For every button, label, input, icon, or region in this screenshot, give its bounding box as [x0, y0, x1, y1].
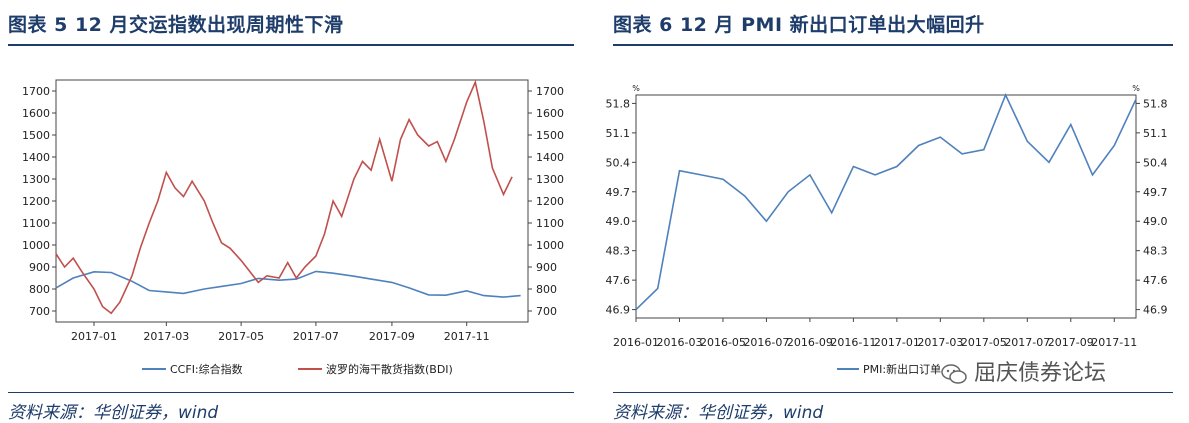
x-tick-label: 2016-05	[700, 336, 746, 349]
legend-label: PMI:新出口订单	[863, 362, 941, 376]
x-tick-label: 2017-11	[444, 330, 490, 343]
series-line-bdi	[55, 79, 513, 315]
x-tick-label: 2016-09	[787, 336, 833, 349]
x-tick-label: 2017-03	[917, 336, 963, 349]
x-tick-label: 2016-11	[830, 336, 876, 349]
figure-5-chart: 700 800 900 1000 1100 1200 1300 1400 1500 1600 170…	[22, 79, 564, 376]
figure-5-title: 图表 5 12 月交运指数出现周期性下滑	[8, 14, 344, 36]
figure-6-source: 资料来源：华创证券，wind	[613, 403, 824, 423]
y-right-tick-label: 51.8	[1143, 97, 1168, 110]
x-tick-label: 2017-05	[218, 330, 264, 343]
y-right-tick-label: 1100	[536, 217, 564, 230]
y-left-tick-label: 1700	[22, 85, 50, 98]
y-right-tick-label: 49.7	[1143, 186, 1168, 199]
y-left-tick-label: 49.7	[606, 186, 631, 199]
series-line-ccfi	[55, 270, 521, 298]
y-right-tick-label: 800	[536, 283, 557, 296]
y-left-unit: %	[632, 84, 640, 93]
figure-6-title: 图表 6 12 月 PMI 新出口订单出大幅回升	[613, 14, 985, 36]
y-left-tick-label: 1500	[22, 129, 50, 142]
x-tick-label: 2017-09	[1048, 336, 1094, 349]
x-tick-label: 2016-07	[743, 336, 789, 349]
y-left-tick-label: 49.0	[606, 215, 631, 228]
y-right-tick-label: 1200	[536, 195, 564, 208]
y-right-tick-label: 1400	[536, 151, 564, 164]
y-right-tick-label: 900	[536, 261, 557, 274]
y-right-tick-label: 49.0	[1143, 215, 1168, 228]
x-tick-label: 2017-07	[293, 330, 339, 343]
x-tick-label: 2017-09	[369, 330, 415, 343]
y-left-tick-label: 1400	[22, 151, 50, 164]
x-tick-label: 2017-07	[1004, 336, 1050, 349]
y-right-unit: %	[1132, 84, 1140, 93]
y-left-tick-label: 48.3	[606, 245, 631, 258]
figure-5-source: 资料来源：华创证券，wind	[8, 403, 219, 423]
y-right-tick-label: 1500	[536, 129, 564, 142]
y-left-tick-label: 1000	[22, 239, 50, 252]
y-right-tick-label: 46.9	[1143, 304, 1168, 317]
figure-6-panel: 图表 6 12 月 PMI 新出口订单出大幅回升 %% 46.9 47.6 48.3 4…	[605, 0, 1189, 423]
y-left-tick-label: 50.4	[606, 156, 631, 169]
figure-6-chart: % % 46.9 47.6 48.3 49.0 49.7 50.4 51.1 51.8 46.9 47…	[606, 84, 1168, 376]
y-left-tick-label: 47.6	[606, 274, 631, 287]
figure-5-bottom-rule	[8, 392, 574, 393]
y-left-tick-label: 900	[29, 261, 50, 274]
figure-6-top-rule	[613, 44, 1173, 46]
y-right-tick-label: 1000	[536, 239, 564, 252]
x-tick-label: 2017-11	[1091, 336, 1137, 349]
y-left-tick-label: 1200	[22, 195, 50, 208]
y-left-tick-label: 800	[29, 283, 50, 296]
y-left-tick-label: 1600	[22, 107, 50, 120]
y-left-tick-label: 1300	[22, 173, 50, 186]
y-left-tick-label: 1100	[22, 217, 50, 230]
y-right-tick-label: 700	[536, 305, 557, 318]
figure-5-top-rule	[8, 44, 574, 46]
figure-5-panel: 图表 5 12 月交运指数出现周期性下滑 700 800 900 1000 1100 12…	[0, 0, 578, 423]
x-tick-label: 2017-01	[874, 336, 920, 349]
y-right-tick-label: 50.4	[1143, 156, 1168, 169]
y-left-tick-label: 51.8	[606, 97, 631, 110]
y-right-tick-label: 51.1	[1143, 127, 1168, 140]
watermark-text: 屈庆债券论坛	[974, 361, 1107, 386]
x-tick-label: 2017-03	[143, 330, 189, 343]
figure-6-bottom-rule	[613, 392, 1173, 393]
x-tick-label: 2017-05	[961, 336, 1007, 349]
y-left-tick-label: 46.9	[606, 304, 631, 317]
y-right-tick-label: 1300	[536, 173, 564, 186]
legend-label: 波罗的海干散货指数(BDI)	[326, 362, 453, 376]
y-left-tick-label: 51.1	[606, 127, 631, 140]
x-tick-label: 2017-01	[71, 330, 117, 343]
plot-frame	[635, 94, 1137, 319]
x-tick-label: 2016-03	[656, 336, 702, 349]
y-right-tick-label: 48.3	[1143, 245, 1168, 258]
legend-label: CCFI:综合指数	[170, 362, 243, 376]
y-left-tick-label: 700	[29, 305, 50, 318]
series-line-pmi-new-export-orders	[635, 92, 1137, 311]
y-right-tick-label: 1700	[536, 85, 564, 98]
watermark: 屈庆债券论坛	[940, 355, 1106, 387]
y-right-tick-label: 1600	[536, 107, 564, 120]
wechat-icon	[941, 364, 967, 384]
y-right-tick-label: 47.6	[1143, 274, 1168, 287]
x-tick-label: 2016-01	[613, 336, 659, 349]
